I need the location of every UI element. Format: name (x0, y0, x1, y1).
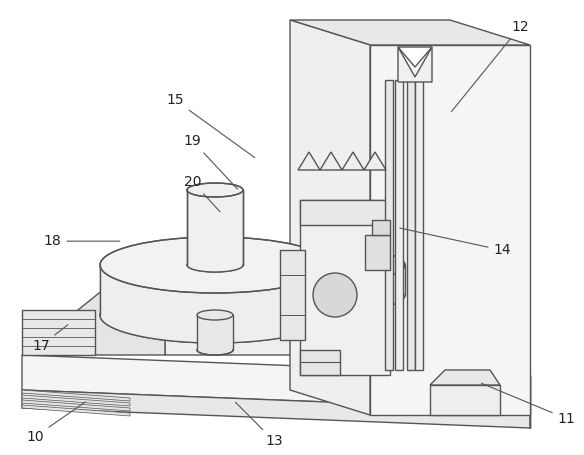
Polygon shape (370, 45, 530, 415)
Text: 15: 15 (166, 93, 255, 157)
Ellipse shape (313, 273, 357, 317)
Polygon shape (22, 395, 130, 406)
Ellipse shape (285, 249, 405, 281)
Polygon shape (300, 200, 390, 225)
Polygon shape (22, 390, 130, 401)
Text: 19: 19 (184, 134, 238, 189)
Text: 20: 20 (184, 175, 220, 212)
Polygon shape (300, 350, 340, 375)
Text: 13: 13 (235, 402, 283, 448)
Polygon shape (22, 390, 530, 428)
Ellipse shape (285, 279, 405, 311)
Polygon shape (398, 47, 432, 67)
Text: 14: 14 (400, 228, 511, 257)
Polygon shape (197, 315, 233, 355)
Polygon shape (290, 20, 530, 45)
Polygon shape (22, 240, 165, 355)
Polygon shape (430, 385, 500, 415)
Polygon shape (290, 20, 370, 415)
Polygon shape (187, 190, 243, 272)
Polygon shape (407, 80, 415, 370)
Text: 10: 10 (26, 402, 85, 444)
Text: 11: 11 (481, 383, 575, 425)
Polygon shape (364, 152, 386, 170)
Polygon shape (395, 80, 403, 370)
Polygon shape (342, 152, 364, 170)
Polygon shape (280, 250, 305, 340)
Polygon shape (385, 80, 393, 370)
Ellipse shape (197, 310, 233, 320)
Polygon shape (100, 265, 330, 343)
Polygon shape (430, 370, 500, 385)
Polygon shape (298, 152, 320, 170)
Polygon shape (22, 355, 530, 410)
Ellipse shape (187, 183, 243, 197)
Polygon shape (372, 220, 390, 235)
Polygon shape (22, 400, 130, 411)
Polygon shape (285, 265, 405, 311)
Text: 18: 18 (44, 234, 120, 248)
Polygon shape (22, 310, 95, 355)
Text: 12: 12 (451, 20, 529, 111)
Polygon shape (320, 152, 342, 170)
Ellipse shape (100, 237, 330, 293)
Polygon shape (385, 275, 530, 375)
Polygon shape (398, 47, 432, 82)
Ellipse shape (187, 258, 243, 272)
Polygon shape (300, 200, 390, 375)
Ellipse shape (100, 287, 330, 343)
Polygon shape (365, 235, 390, 270)
Polygon shape (22, 405, 130, 416)
Polygon shape (165, 240, 385, 355)
Polygon shape (415, 80, 423, 370)
Text: 17: 17 (32, 325, 68, 353)
